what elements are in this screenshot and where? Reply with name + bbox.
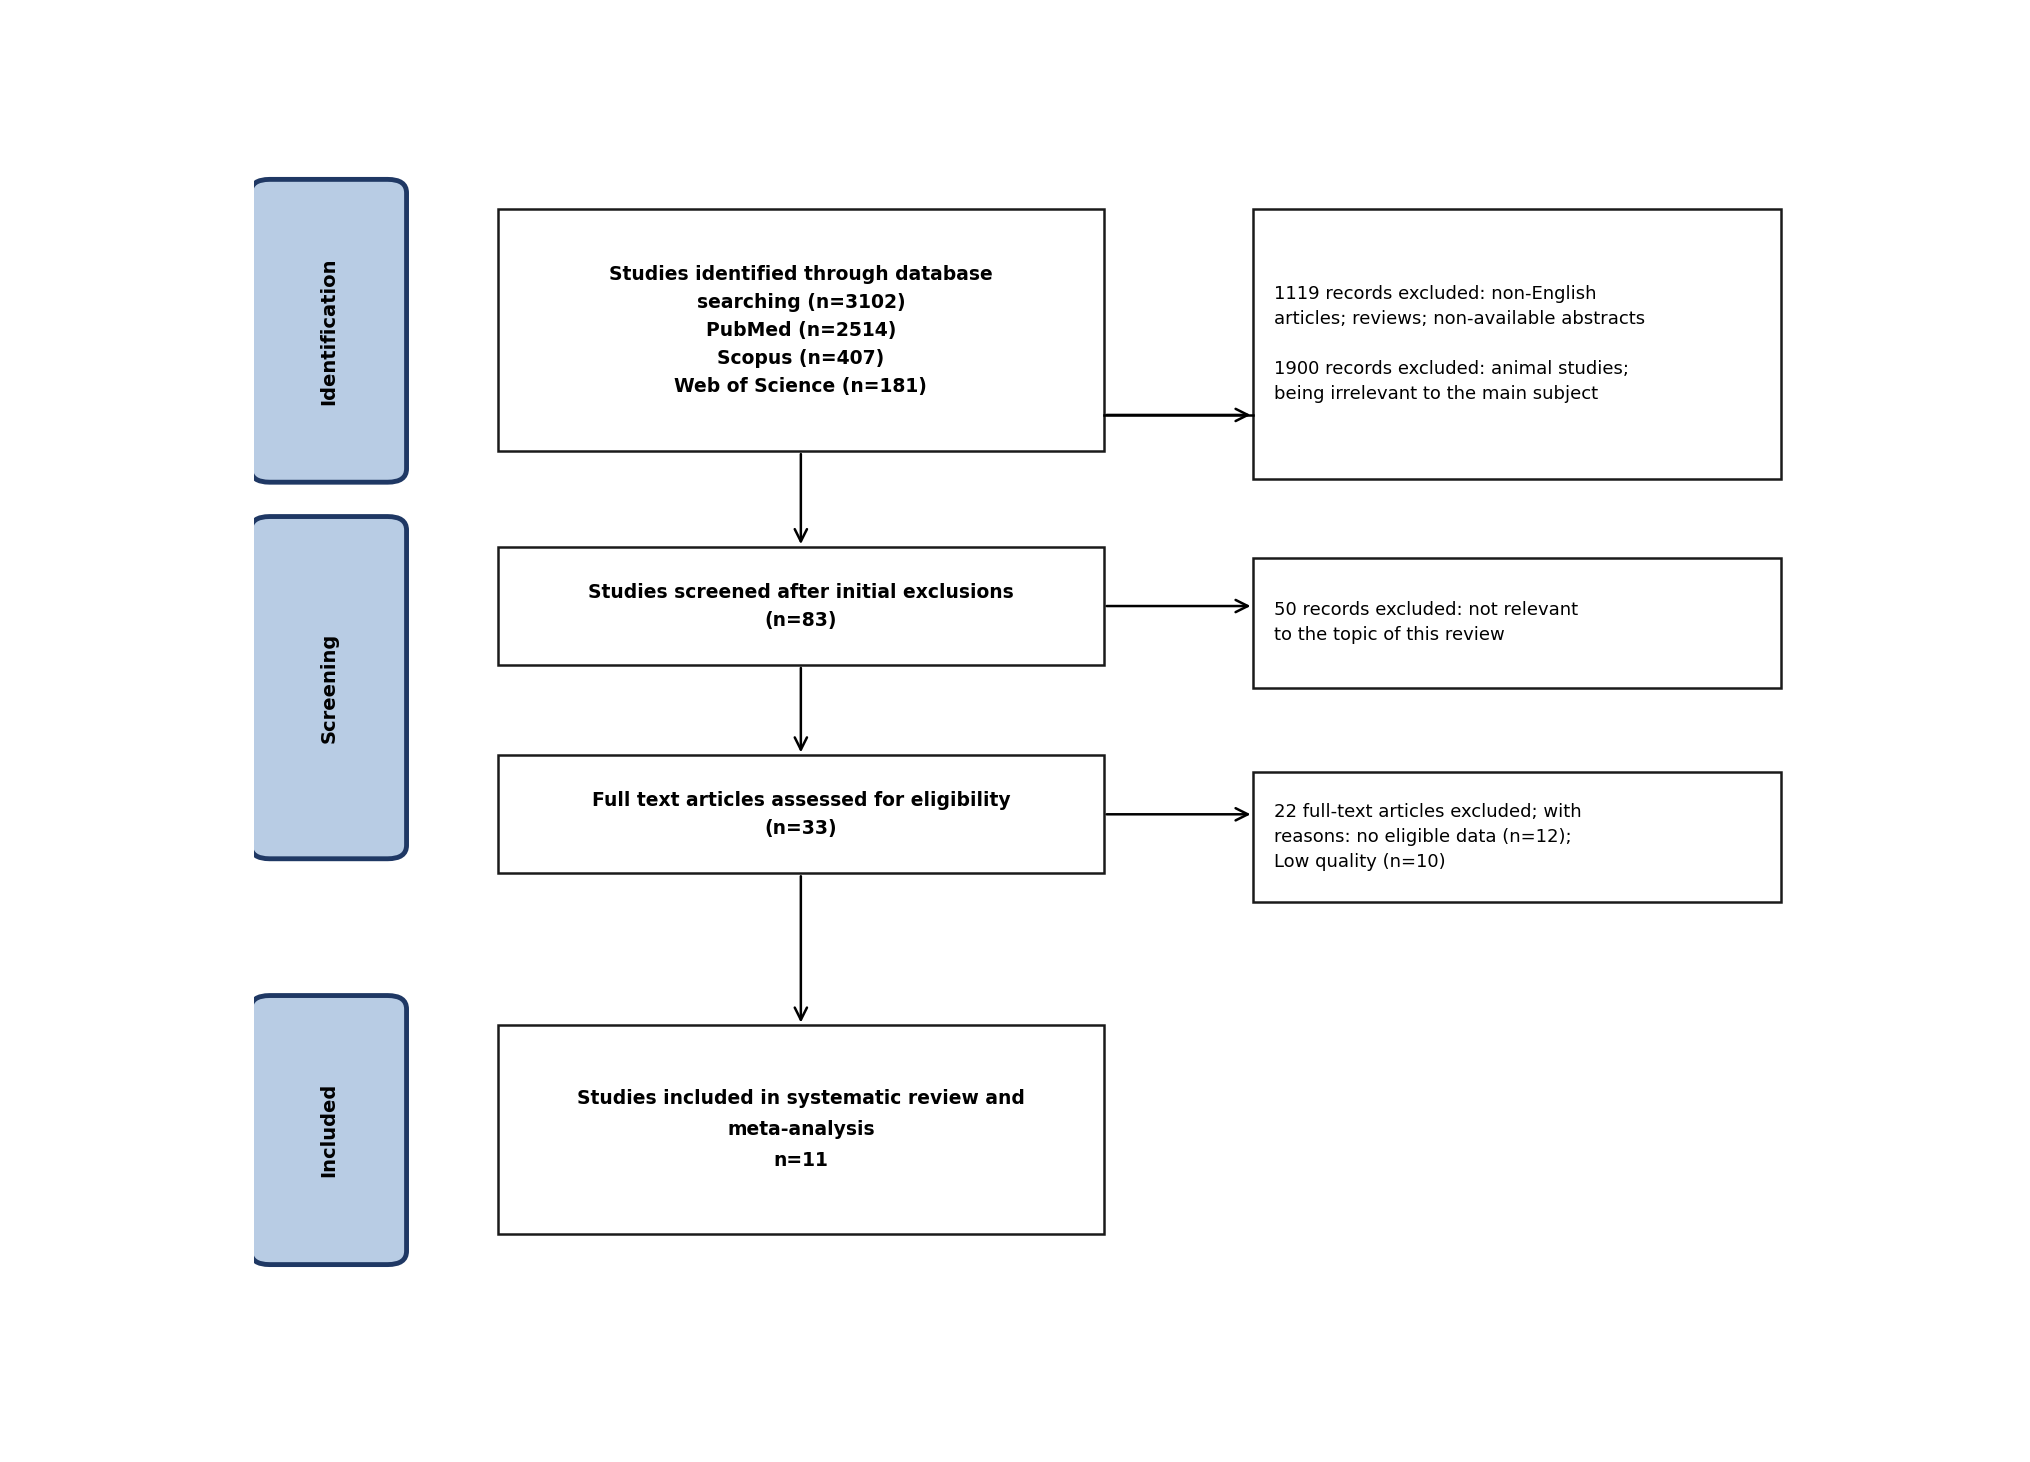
- Text: Included: Included: [319, 1083, 337, 1177]
- Text: 1119 records excluded: non-English
articles; reviews; non-available abstracts

1: 1119 records excluded: non-English artic…: [1273, 285, 1644, 404]
- FancyBboxPatch shape: [1253, 558, 1780, 687]
- Text: Identification: Identification: [319, 257, 337, 405]
- Text: Studies included in systematic review and
meta-analysis
n=11: Studies included in systematic review an…: [577, 1089, 1025, 1170]
- FancyBboxPatch shape: [497, 547, 1104, 665]
- FancyBboxPatch shape: [497, 756, 1104, 873]
- Text: Studies screened after initial exclusions
(n=83): Studies screened after initial exclusion…: [587, 582, 1013, 630]
- FancyBboxPatch shape: [250, 516, 406, 858]
- Text: Studies identified through database
searching (n=3102)
PubMed (n=2514)
Scopus (n: Studies identified through database sear…: [609, 265, 993, 396]
- FancyBboxPatch shape: [250, 180, 406, 482]
- FancyBboxPatch shape: [1253, 772, 1780, 902]
- Text: Full text articles assessed for eligibility
(n=33): Full text articles assessed for eligibil…: [591, 791, 1009, 838]
- FancyBboxPatch shape: [497, 209, 1104, 452]
- Text: Screening: Screening: [319, 633, 337, 743]
- FancyBboxPatch shape: [1253, 209, 1780, 480]
- FancyBboxPatch shape: [497, 1025, 1104, 1234]
- Text: 22 full-text articles excluded; with
reasons: no eligible data (n=12);
Low quali: 22 full-text articles excluded; with rea…: [1273, 803, 1581, 871]
- Text: 50 records excluded: not relevant
to the topic of this review: 50 records excluded: not relevant to the…: [1273, 601, 1577, 645]
- FancyBboxPatch shape: [250, 996, 406, 1265]
